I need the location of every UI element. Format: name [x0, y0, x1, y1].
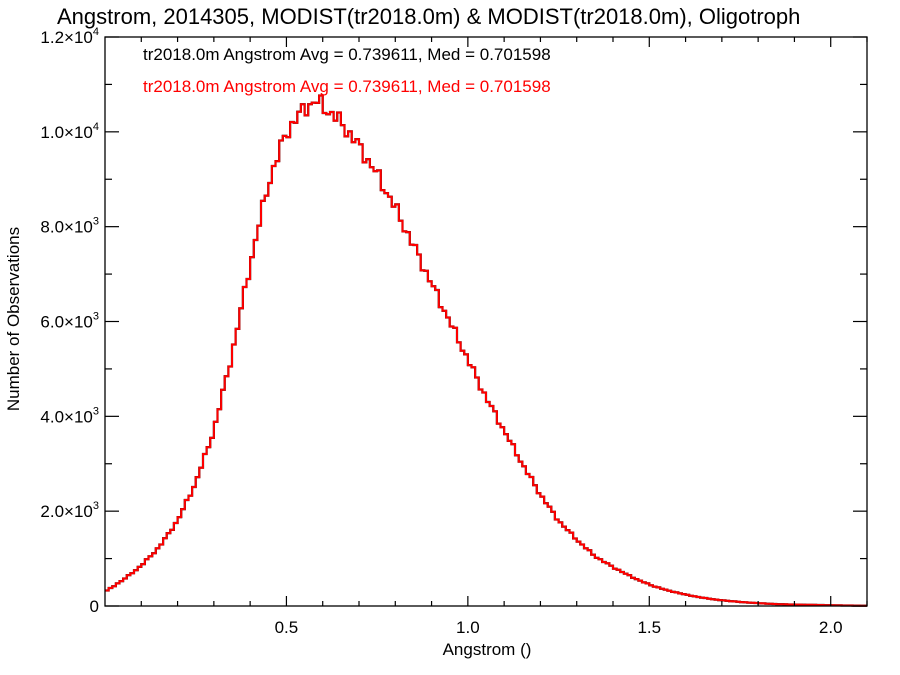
- annotation-red: tr2018.0m Angstrom Avg = 0.739611, Med =…: [143, 77, 551, 96]
- y-tick-label: 6.0×103: [40, 311, 99, 332]
- annotation-black: tr2018.0m Angstrom Avg = 0.739611, Med =…: [143, 45, 551, 64]
- x-tick-label: 1.5: [637, 618, 661, 637]
- y-tick-label: 0: [90, 597, 99, 616]
- y-tick-label: 4.0×103: [40, 405, 99, 426]
- x-tick-label: 2.0: [819, 618, 843, 637]
- x-tick-label: 1.0: [456, 618, 480, 637]
- x-axis-ticks: 0.5 1.0 1.5 2.0: [140, 37, 868, 637]
- x-axis-label: Angstrom (): [443, 640, 532, 659]
- y-tick-label: 2.0×103: [40, 500, 99, 521]
- series-line-red: [105, 94, 867, 607]
- y-tick-label: 1.2×104: [40, 26, 99, 47]
- chart-title: Angstrom, 2014305, MODIST(tr2018.0m) & M…: [57, 4, 800, 29]
- y-tick-label: 1.0×104: [40, 121, 99, 142]
- y-axis-label: Number of Observations: [4, 227, 23, 411]
- y-axis-ticks: 0 2.0×103 4.0×103 6.0×103 8.0×103 1.0×104 1.2×…: [40, 26, 867, 616]
- y-tick-label: 8.0×103: [40, 216, 99, 237]
- x-tick-label: 0.5: [275, 618, 299, 637]
- series-layer: [105, 94, 867, 607]
